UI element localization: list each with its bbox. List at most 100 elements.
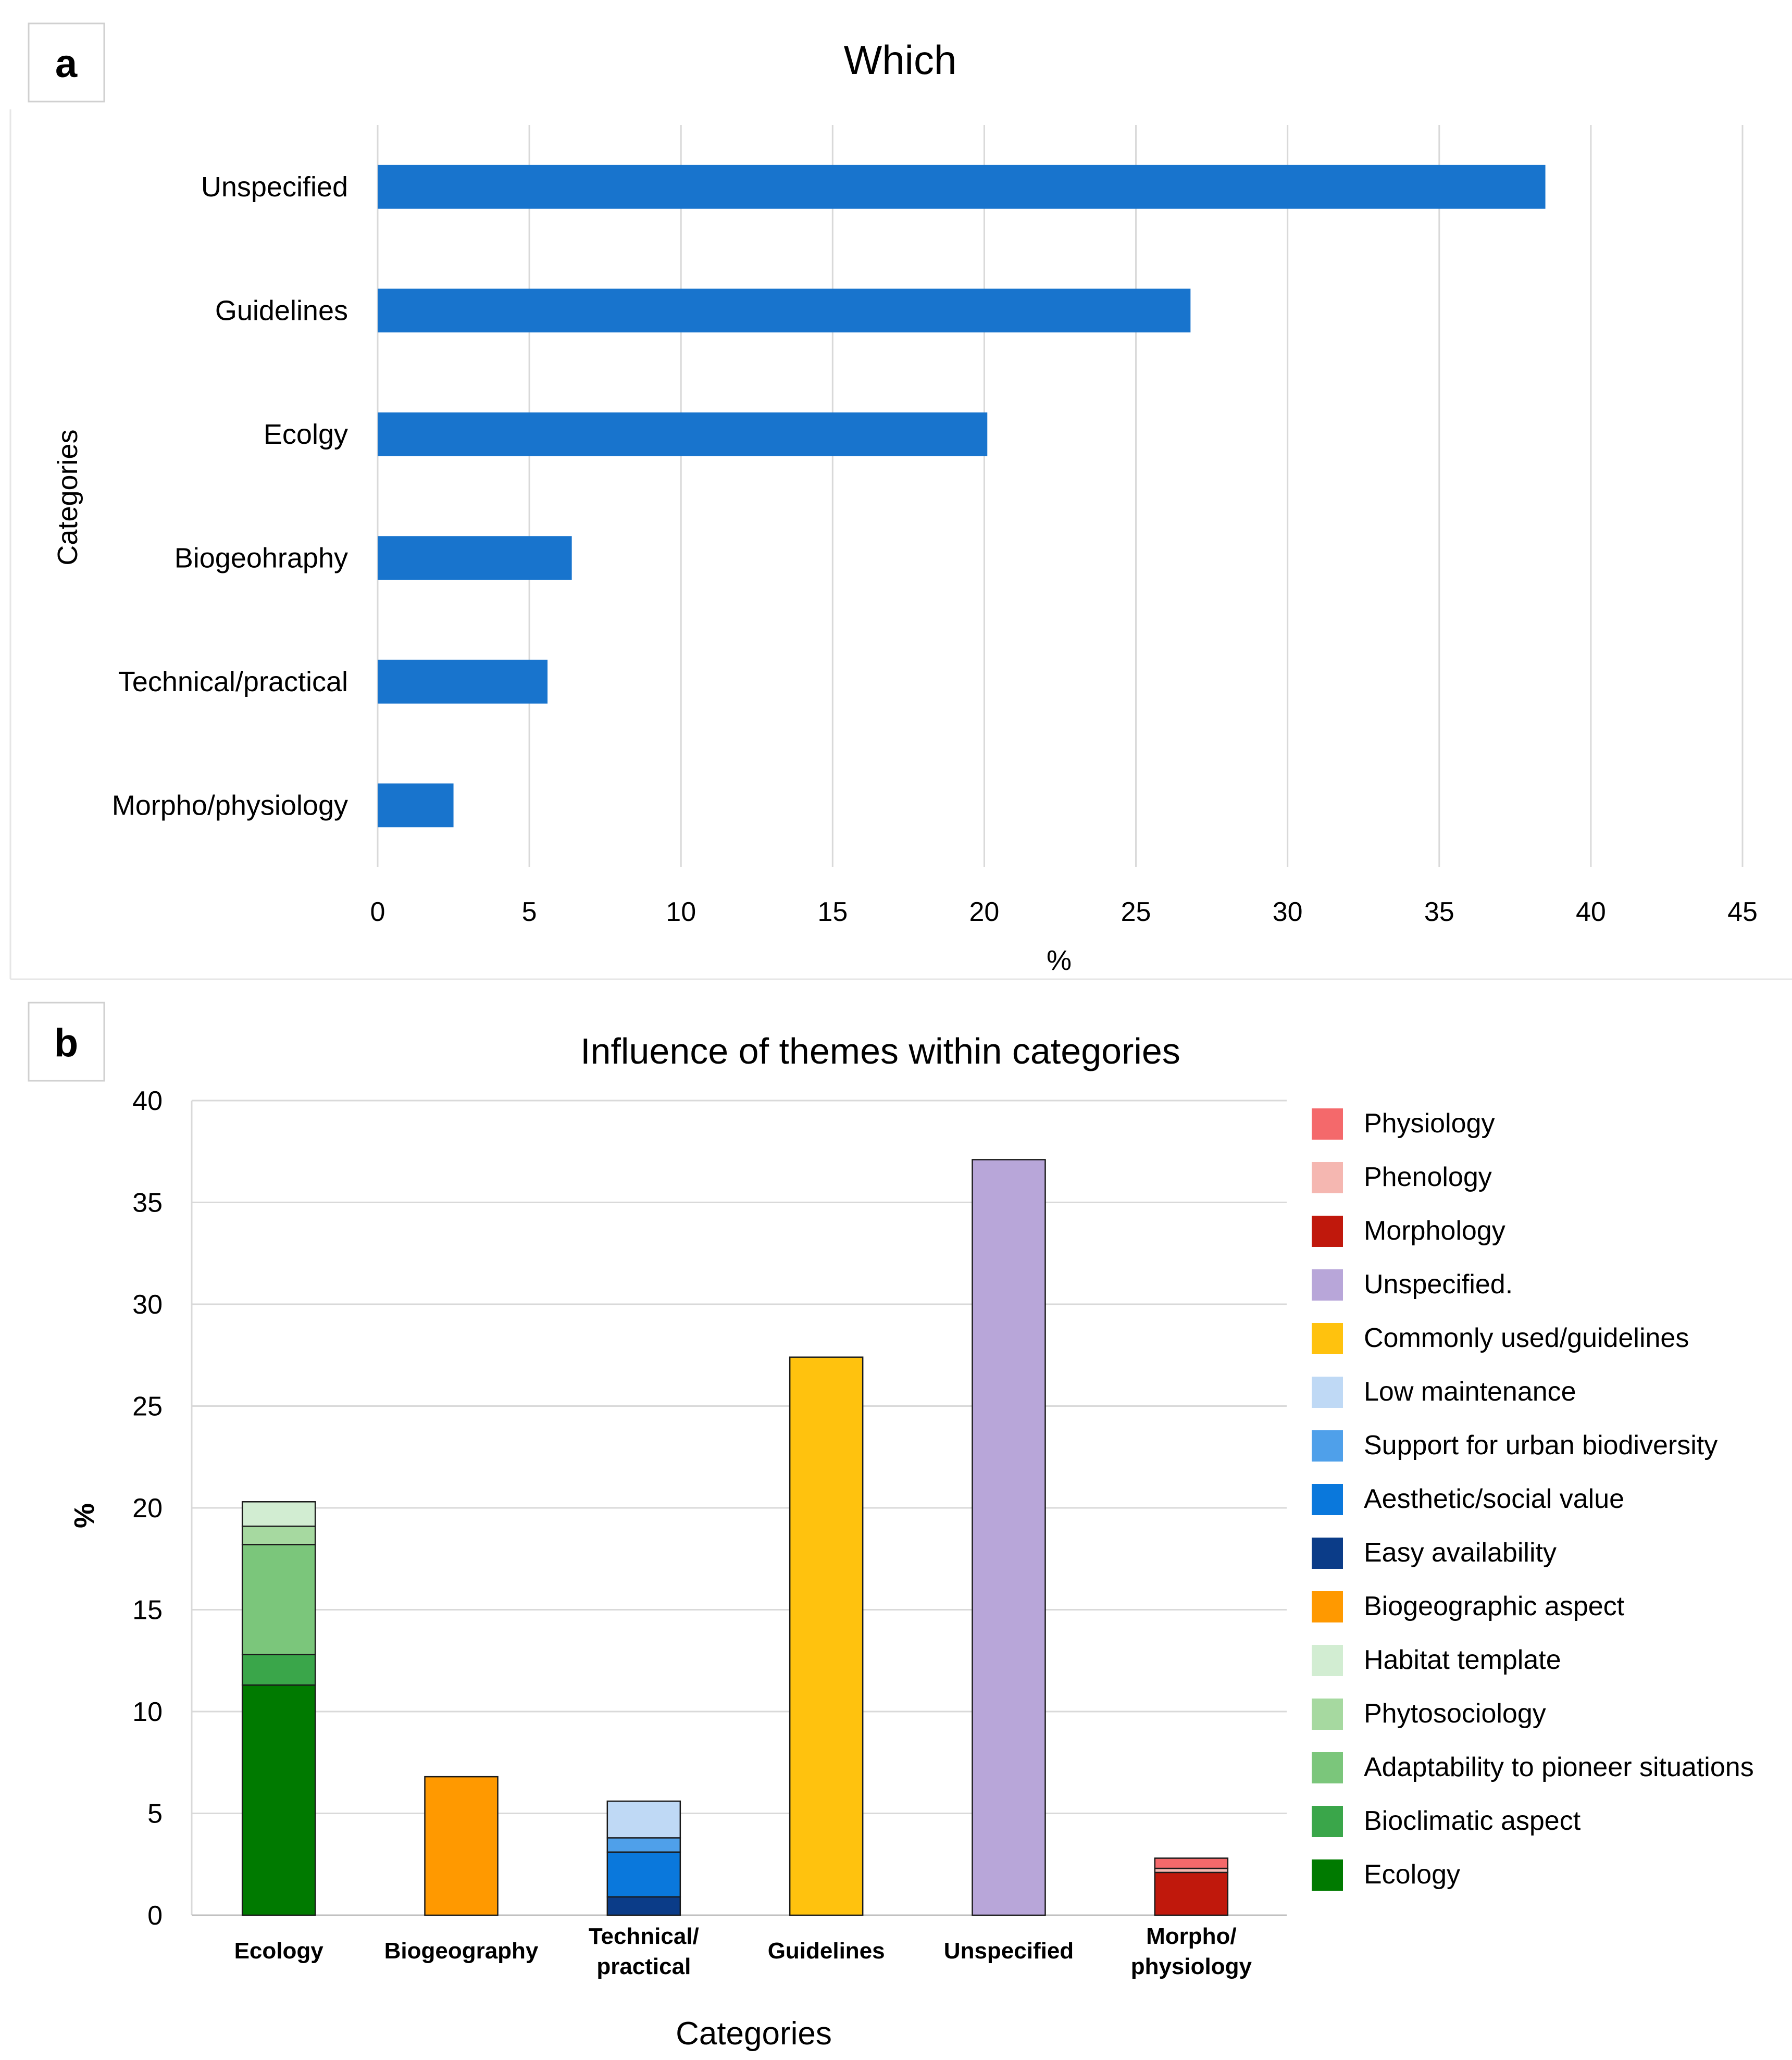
chart-b-legend-label: Phytosociology xyxy=(1364,1699,1546,1729)
panel-b-label-box xyxy=(28,1002,105,1082)
chart-b-y-tick-label: 0 xyxy=(147,1901,163,1931)
chart-a-bar-morpho-physiology xyxy=(378,783,454,828)
chart-b-category-label: Technical/practical xyxy=(589,1924,699,1979)
chart-a-bar-guidelines xyxy=(378,289,1191,333)
chart-a-x-tick-labels: 0 5 10 15 20 25 30 35 40 45 xyxy=(370,897,1758,927)
panel-b: b Influence of themes within categories … xyxy=(28,1002,1754,2052)
chart-a-category-label: Morpho/physiology xyxy=(112,790,348,821)
panel-b-label: b xyxy=(54,1021,78,1065)
chart-b-y-tick-label: 25 xyxy=(132,1392,163,1422)
chart-a-category-labels: Unspecified Guidelines Ecolgy Biogeohraphy T… xyxy=(112,171,348,821)
chart-a-category-label: Unspecified xyxy=(201,171,348,203)
chart-b-legend-label: Support for urban biodiversity xyxy=(1364,1430,1718,1460)
chart-b-legend-swatch xyxy=(1312,1752,1343,1783)
chart-a-x-tick-label: 0 xyxy=(370,897,385,927)
chart-b-bar-technical-practical-low-maintenance xyxy=(606,1800,681,1839)
chart-b-category-labels: Ecology Biogeography Technical/practical Gu… xyxy=(234,1924,1252,1979)
chart-b-y-tick-label: 30 xyxy=(132,1290,163,1320)
chart-b-y-tick-labels: 0 5 10 15 20 25 30 35 40 xyxy=(132,1086,163,1931)
chart-b-bar-unspecified-unspecified xyxy=(972,1159,1046,1916)
chart-b-category-label: Unspecified xyxy=(944,1938,1074,1964)
chart-b-legend-label: Phenology xyxy=(1364,1162,1492,1192)
chart-b-legend-label: Biogeographic aspect xyxy=(1364,1591,1625,1621)
chart-b-y-tick-label: 10 xyxy=(132,1697,163,1727)
chart-b-bar-ecology-bioclimatic-aspect xyxy=(241,1654,316,1686)
chart-a-x-axis-label: % xyxy=(1047,945,1072,976)
chart-b-category-label: Morpho/physiology xyxy=(1131,1924,1252,1979)
chart-b-legend-label: Easy availability xyxy=(1364,1538,1557,1568)
chart-b-bar-ecology-phytosociology xyxy=(241,1525,316,1545)
chart-a-bar-technical-practical xyxy=(378,659,548,704)
chart-b-legend-label: Commonly used/guidelines xyxy=(1364,1323,1689,1353)
chart-b-legend-swatch xyxy=(1312,1538,1343,1569)
panel-a-label-box xyxy=(28,22,105,103)
chart-b-legend-label: Adaptability to pioneer situations xyxy=(1364,1752,1754,1782)
chart-b-bar-morpho-physiology-morphology xyxy=(1154,1871,1229,1916)
chart-b-legend-swatch xyxy=(1312,1484,1343,1515)
chart-b-bar-biogeography-biogeographic-aspect xyxy=(424,1776,499,1916)
chart-b-category-label: Biogeography xyxy=(384,1938,539,1964)
chart-b-legend-swatch xyxy=(1312,1162,1343,1193)
chart-a-x-tick-label: 5 xyxy=(522,897,537,927)
chart-b-bar-technical-practical-support-for-urban-biodiversity xyxy=(606,1837,681,1853)
chart-b-y-tick-label: 20 xyxy=(132,1493,163,1524)
chart-b-y-tick-label: 5 xyxy=(147,1799,163,1829)
chart-a-x-tick-label: 20 xyxy=(969,897,1000,927)
chart-a-title: Which xyxy=(844,37,957,83)
chart-a-y-axis-label: Categories xyxy=(52,429,83,565)
chart-b-legend: Physiology Phenology Morphology Unspecified… xyxy=(1312,1108,1754,1891)
chart-a-grid xyxy=(377,125,1744,867)
chart-b-legend-swatch xyxy=(1312,1859,1343,1891)
chart-b-bar-guidelines-commonly-used-guidelines xyxy=(789,1356,864,1916)
chart-b-legend-label: Ecology xyxy=(1364,1859,1460,1890)
chart-a-x-tick-label: 30 xyxy=(1273,897,1303,927)
panel-a: a Which Unspecified Guidelines Ecolgy Bioge… xyxy=(9,22,1792,980)
chart-a-x-tick-label: 25 xyxy=(1121,897,1151,927)
chart-a-x-tick-label: 45 xyxy=(1727,897,1758,927)
chart-b-bar-technical-practical-easy-availability xyxy=(606,1896,681,1916)
chart-a-bar-unspecified xyxy=(378,165,1546,209)
chart-b-legend-swatch xyxy=(1312,1645,1343,1676)
chart-b-x-axis-label: Categories xyxy=(676,2016,832,2052)
chart-b-bar-ecology-adaptability-to-pioneer-situations xyxy=(241,1544,316,1655)
chart-a-category-label: Biogeohraphy xyxy=(175,542,348,573)
chart-b-bars xyxy=(241,1159,1229,1916)
chart-b-y-axis-label: % xyxy=(69,1503,100,1528)
chart-b-legend-swatch xyxy=(1312,1699,1343,1730)
chart-a-x-tick-label: 15 xyxy=(817,897,848,927)
chart-a-category-label: Guidelines xyxy=(215,295,348,326)
chart-a-x-tick-label: 35 xyxy=(1424,897,1454,927)
chart-a-x-tick-label: 10 xyxy=(666,897,696,927)
chart-b-legend-swatch xyxy=(1312,1591,1343,1622)
chart-b-legend-swatch xyxy=(1312,1430,1343,1462)
chart-b-legend-swatch xyxy=(1312,1269,1343,1301)
chart-b-bar-morpho-physiology-physiology xyxy=(1154,1857,1229,1869)
chart-b-y-tick-label: 35 xyxy=(132,1188,163,1218)
chart-b-y-tick-label: 15 xyxy=(132,1595,163,1626)
chart-b-legend-swatch xyxy=(1312,1377,1343,1408)
chart-a-category-label: Technical/practical xyxy=(118,666,348,697)
chart-b-grid xyxy=(191,1100,1287,1916)
chart-b-y-tick-label: 40 xyxy=(132,1086,163,1116)
chart-b-legend-label: Habitat template xyxy=(1364,1645,1561,1675)
chart-b-legend-label: Low maintenance xyxy=(1364,1377,1576,1407)
chart-b-legend-swatch xyxy=(1312,1216,1343,1247)
chart-a-category-label: Ecolgy xyxy=(264,419,348,450)
chart-b-bar-ecology-ecology xyxy=(241,1684,316,1916)
chart-a-bars xyxy=(378,165,1546,828)
chart-b-category-label: Ecology xyxy=(234,1938,324,1964)
chart-a-bar-ecolgy xyxy=(378,412,988,456)
panel-a-label: a xyxy=(55,42,78,86)
chart-b-bar-ecology-habitat-template xyxy=(241,1501,316,1527)
chart-b-legend-label: Unspecified. xyxy=(1364,1269,1513,1300)
chart-b-legend-swatch xyxy=(1312,1806,1343,1837)
chart-b-category-label: Guidelines xyxy=(768,1938,885,1964)
chart-b-legend-label: Morphology xyxy=(1364,1216,1505,1246)
chart-b-legend-swatch xyxy=(1312,1323,1343,1354)
chart-b-legend-swatch xyxy=(1312,1108,1343,1140)
chart-b-legend-label: Aesthetic/social value xyxy=(1364,1484,1624,1514)
chart-b-legend-label: Physiology xyxy=(1364,1108,1495,1139)
chart-a-x-tick-label: 40 xyxy=(1576,897,1606,927)
chart-a-bar-biogeohraphy xyxy=(378,536,572,580)
